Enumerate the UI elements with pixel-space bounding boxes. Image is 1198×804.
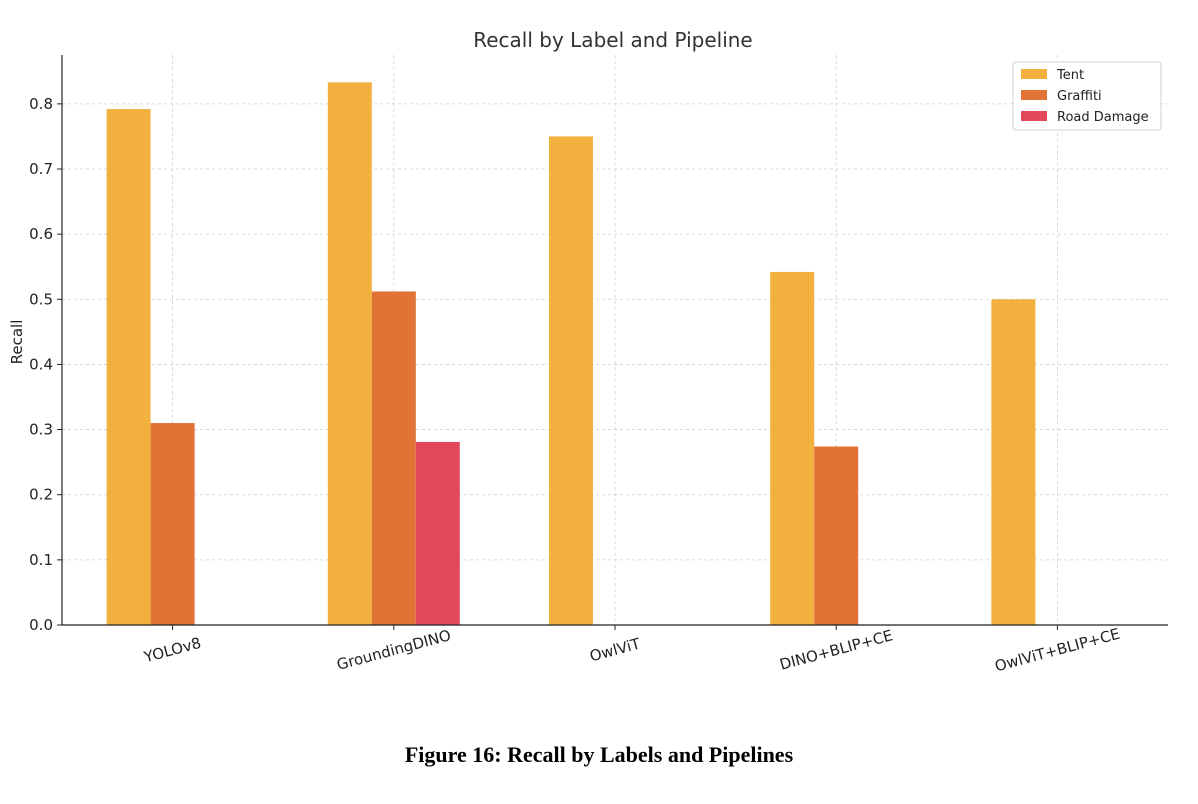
y-tick-label: 0.8	[29, 95, 53, 113]
bar-graffiti	[814, 446, 859, 625]
y-tick-label: 0.0	[29, 616, 53, 634]
legend-label: Tent	[1056, 68, 1084, 83]
bar-graffiti	[371, 291, 416, 625]
recall-bar-chart: 0.0 0.1 0.2 0.3 0.4 0.5 0.6 0.7 0.8 YOLOv8 Groundi…	[8, 28, 1168, 676]
x-tick-label: DINO+BLIP+CE	[778, 626, 895, 673]
bar-tent	[770, 271, 815, 625]
axes	[57, 55, 1168, 630]
bar-tent	[327, 82, 372, 626]
bar-tent	[549, 136, 593, 625]
chart-title: Recall by Label and Pipeline	[473, 28, 752, 52]
figure-caption: Figure 16: Recall by Labels and Pipeline…	[404, 742, 794, 767]
legend-label: Road Damage	[1057, 110, 1149, 125]
y-tick-label: 0.7	[29, 160, 53, 178]
x-tick-label: OwlViT+BLIP+CE	[993, 625, 1122, 676]
legend-swatch	[1021, 69, 1047, 79]
y-tick-label: 0.5	[29, 290, 53, 308]
bar-tent	[991, 299, 1036, 625]
legend-label: Graffiti	[1057, 89, 1102, 104]
x-tick-label: OwlViT	[588, 634, 643, 665]
legend-swatch	[1021, 90, 1047, 100]
y-axis-label: Recall	[8, 320, 26, 365]
y-tick-label: 0.4	[29, 355, 53, 373]
bar-road-damage	[415, 441, 460, 625]
bar-tent	[106, 109, 151, 625]
y-tick-label: 0.3	[29, 421, 53, 439]
legend: Tent Graffiti Road Damage	[1012, 61, 1162, 131]
y-tick-label: 0.1	[29, 551, 53, 569]
x-tick-label: GroundingDINO	[335, 626, 453, 674]
legend-box	[1012, 61, 1162, 131]
bars	[106, 82, 1036, 626]
bar-graffiti	[150, 423, 195, 625]
y-tick-label: 0.6	[29, 225, 53, 243]
x-tick-label: YOLOv8	[141, 634, 203, 667]
legend-swatch	[1021, 111, 1047, 121]
y-tick-label: 0.2	[29, 486, 53, 504]
